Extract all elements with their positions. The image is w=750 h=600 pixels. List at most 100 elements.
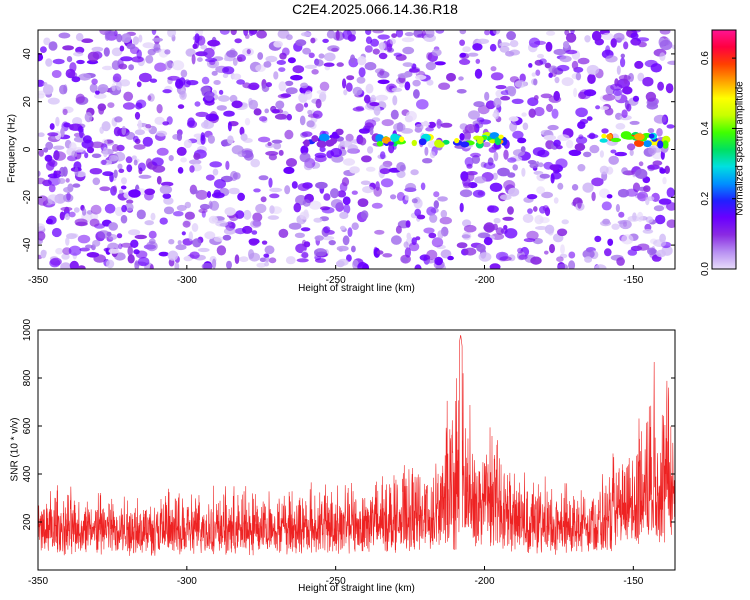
heatmap-cell xyxy=(323,193,331,201)
heatmap-cell xyxy=(271,139,283,144)
heatmap-cell xyxy=(119,189,124,195)
heatmap-cell xyxy=(183,139,192,149)
heatmap-cell xyxy=(616,65,621,75)
heatmap-cell xyxy=(351,245,356,253)
heatmap-cell xyxy=(47,194,59,205)
heatmap-cell xyxy=(54,170,62,175)
heatmap-cell xyxy=(342,196,351,205)
heatmap-cell xyxy=(38,93,45,99)
heatmap-cell xyxy=(231,100,243,109)
heatmap-cell xyxy=(177,240,182,245)
heatmap-cell xyxy=(564,30,570,36)
heatmap-cell xyxy=(208,200,213,210)
heatmap-cell xyxy=(556,145,563,150)
signal-band-cell xyxy=(624,135,635,140)
heatmap-cell xyxy=(396,191,405,201)
heatmap-cell xyxy=(322,38,329,44)
heatmap-cell xyxy=(251,230,258,235)
heatmap-cell xyxy=(256,30,267,39)
heatmap-cell xyxy=(518,254,528,260)
heatmap-cell xyxy=(539,58,547,65)
heatmap-cell xyxy=(204,231,216,240)
heatmap-cell xyxy=(216,245,227,256)
heatmap-cell xyxy=(539,173,550,179)
heatmap-cell xyxy=(350,54,356,64)
heatmap-cell xyxy=(207,135,215,144)
heatmap-cell xyxy=(467,52,479,57)
heatmap-cell xyxy=(477,232,491,239)
heatmap-cell xyxy=(611,223,620,230)
bottom-plot-frame xyxy=(37,329,676,571)
heatmap-cell xyxy=(621,234,634,245)
heatmap-cell xyxy=(321,206,335,214)
heatmap-cell xyxy=(653,239,667,248)
heatmap-cell xyxy=(379,69,385,76)
heatmap-cell xyxy=(79,247,90,252)
heatmap-cell xyxy=(269,187,283,193)
heatmap-cell xyxy=(118,243,123,250)
heatmap-cell xyxy=(474,68,483,79)
heatmap-cell xyxy=(404,81,411,91)
top-x-tick-label: -300 xyxy=(177,275,197,286)
heatmap-cell xyxy=(321,235,335,241)
heatmap-cell xyxy=(614,151,627,157)
bottom-y-tick-label: 1000 xyxy=(22,318,33,341)
heatmap-cell xyxy=(52,145,65,150)
heatmap-cell xyxy=(535,69,541,76)
heatmap-cell xyxy=(101,159,107,165)
heatmap-cell xyxy=(535,226,548,230)
heatmap-cell xyxy=(195,189,208,200)
bottom-y-tick-label: 400 xyxy=(22,465,33,482)
heatmap-cell xyxy=(390,194,397,200)
heatmap-cell xyxy=(156,147,169,156)
heatmap-cell xyxy=(497,167,510,177)
heatmap-cell xyxy=(269,193,280,199)
heatmap-cell xyxy=(575,107,588,118)
heatmap-cell xyxy=(331,47,339,53)
heatmap-cell xyxy=(244,117,251,126)
heatmap-cell xyxy=(533,78,538,86)
heatmap-cell xyxy=(390,109,399,120)
heatmap-cell xyxy=(126,43,136,50)
heatmap-cell xyxy=(523,238,536,243)
heatmap-cell xyxy=(144,220,154,226)
heatmap-cell xyxy=(275,100,285,110)
signal-band-cell xyxy=(316,140,327,148)
heatmap-cell xyxy=(256,262,267,268)
heatmap-cell xyxy=(517,137,527,144)
heatmap-cell xyxy=(594,235,602,243)
heatmap-cell xyxy=(299,211,310,220)
top-x-tick-label: -150 xyxy=(623,275,643,286)
heatmap-cell xyxy=(72,117,83,126)
signal-band-cell xyxy=(500,136,508,146)
heatmap-cell xyxy=(319,146,326,153)
heatmap-cell xyxy=(45,218,53,225)
heatmap-cell xyxy=(583,89,597,97)
heatmap-cell xyxy=(337,258,349,266)
heatmap-cell xyxy=(401,257,408,263)
heatmap-cell xyxy=(38,177,46,185)
heatmap-cell xyxy=(533,238,543,245)
heatmap-cell xyxy=(622,86,633,95)
heatmap-cell xyxy=(226,50,238,58)
heatmap-cell xyxy=(509,40,519,48)
heatmap-cell xyxy=(258,136,271,143)
heatmap-cell xyxy=(212,168,219,176)
heatmap-cell xyxy=(459,30,467,35)
heatmap-cell xyxy=(148,230,157,239)
heatmap-cell xyxy=(145,55,154,64)
heatmap-cell xyxy=(462,177,471,187)
heatmap-cell xyxy=(544,207,551,217)
heatmap-cell xyxy=(259,257,267,263)
heatmap-cell xyxy=(404,31,414,37)
heatmap-cell xyxy=(414,264,422,269)
heatmap-cell xyxy=(91,46,104,52)
heatmap-cell xyxy=(371,202,383,209)
heatmap-cell xyxy=(391,235,402,245)
heatmap-cell xyxy=(156,104,163,114)
heatmap-cell xyxy=(601,32,614,41)
heatmap-cell xyxy=(391,87,403,93)
heatmap-cell xyxy=(268,257,277,264)
heatmap-cell xyxy=(335,30,340,41)
heatmap-cell xyxy=(393,122,406,132)
